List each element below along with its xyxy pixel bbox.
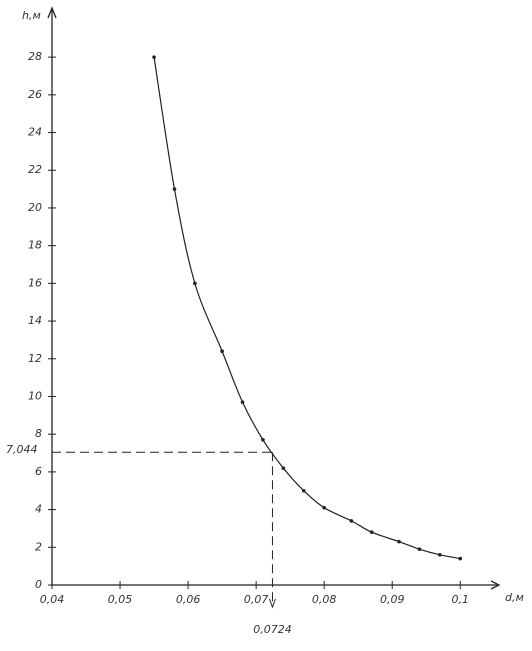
y-tick-label: 0 [35, 578, 42, 591]
y-tick-label: 22 [28, 163, 42, 176]
y-tick-label: 6 [35, 465, 42, 478]
y-tick-label: 8 [35, 427, 42, 440]
x-tick-label: 0,09 [380, 593, 405, 606]
annotation-x-label: 0,0724 [253, 623, 292, 636]
x-axis-label: d,м [505, 591, 524, 604]
point [152, 55, 156, 59]
y-tick-label: 12 [28, 352, 42, 365]
x-tick-label: 0,05 [108, 593, 133, 606]
x-tick-label: 0,04 [40, 593, 65, 606]
point [417, 547, 422, 551]
x-tick-label: 0,07 [244, 593, 269, 606]
y-tick-label: 16 [28, 276, 42, 289]
curve [153, 57, 461, 560]
y-tick-label: 26 [28, 88, 42, 101]
point [301, 488, 306, 493]
y-tick-label: 18 [28, 239, 42, 252]
point [370, 530, 374, 535]
point [193, 281, 197, 286]
y-axis-label: h,м [22, 9, 41, 22]
point [458, 556, 463, 561]
point [261, 438, 265, 442]
x-tick-label: 0,06 [176, 593, 201, 606]
annotation-y-label: 7,044 [6, 443, 38, 456]
point [172, 187, 177, 191]
y-tick-label: 4 [35, 503, 42, 516]
point [397, 539, 401, 544]
x-tick-label: 0,1 [452, 593, 470, 606]
x-tick-label: 0,08 [312, 593, 337, 606]
y-axis-arrow [47, 6, 57, 19]
y-tick-label: 20 [28, 201, 42, 214]
annotation-arrow [268, 598, 276, 609]
y-tick-label: 24 [28, 126, 42, 139]
y-tick-label: 28 [28, 50, 42, 63]
point [240, 400, 245, 404]
y-tick-label: 2 [35, 540, 42, 553]
y-tick-label: 14 [28, 314, 42, 327]
point [322, 505, 326, 510]
x-axis-arrow [490, 580, 501, 590]
y-tick-label: 10 [28, 389, 42, 402]
point [438, 553, 442, 557]
point [349, 519, 354, 523]
point [220, 349, 224, 354]
point [281, 466, 286, 470]
